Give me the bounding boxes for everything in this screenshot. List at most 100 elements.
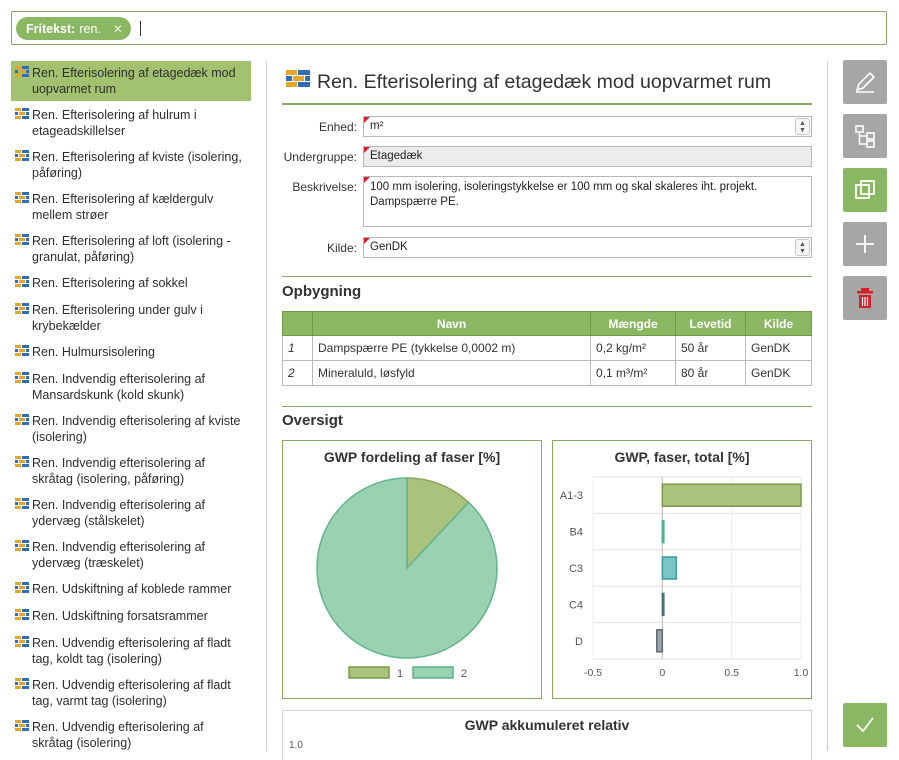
- table-cell: 0,2 kg/m²: [590, 335, 676, 361]
- insulation-icon: [285, 69, 311, 95]
- list-item[interactable]: Ren. Indvendig efterisolering af ydervæg…: [11, 493, 251, 533]
- insulation-icon: [15, 678, 29, 694]
- list-item-label: Ren. Efterisolering af etagedæk mod uopv…: [32, 66, 236, 96]
- delete-button[interactable]: [843, 276, 887, 320]
- accum-y-tick: 1.0: [289, 740, 303, 751]
- plus-icon: [856, 235, 874, 253]
- list-item[interactable]: Ren. Udvendig efterisolering af skråtag …: [11, 715, 251, 755]
- y-tick-label: B4: [570, 527, 583, 539]
- list-item[interactable]: Ren. Efterisolering af loft (isolering -…: [11, 229, 251, 269]
- oversigt-heading: Oversigt: [282, 412, 343, 429]
- filter-chip-label: Fritekst:: [26, 21, 76, 36]
- list-item-label: Ren. Efterisolering af hulrum i etageads…: [32, 108, 197, 138]
- list-item[interactable]: Ren. Udvendig efterisolering af fladt ta…: [11, 631, 251, 671]
- list-item[interactable]: Ren. Efterisolering af sokkel: [11, 271, 251, 296]
- insulation-icon: [15, 66, 29, 82]
- table-header-cell: Navn: [312, 311, 591, 336]
- list-item[interactable]: Ren. Udskiftning af koblede rammer: [11, 577, 251, 602]
- list-item-label: Ren. Efterisolering af kviste (isolering…: [32, 150, 242, 180]
- structure-button[interactable]: [843, 114, 887, 158]
- insulation-icon: [15, 609, 29, 625]
- opbygning-heading: Opbygning: [282, 283, 362, 300]
- list-item[interactable]: Ren. Efterisolering under gulv i krybekæ…: [11, 298, 251, 338]
- list-item-label: Ren. Indvendig efterisolering af kviste …: [32, 414, 241, 444]
- list-item-label: Ren. Efterisolering af kældergulv mellem…: [32, 192, 214, 222]
- copy-button[interactable]: [843, 168, 887, 212]
- table-header-cell: [282, 311, 313, 336]
- insulation-icon: [15, 234, 29, 250]
- table-cell: Dampspærre PE (tykkelse 0,0002 m): [312, 335, 591, 361]
- kilde-select[interactable]: GenDK ▲ ▼: [363, 237, 812, 258]
- add-button[interactable]: [843, 222, 887, 266]
- beskrivelse-value: 100 mm isolering, isoleringstykkelse er …: [370, 181, 758, 208]
- divider-right: [827, 61, 828, 751]
- list-item-label: Ren. Indvendig efterisolering af ydervæg…: [32, 498, 206, 528]
- list-item[interactable]: Ren. Udvendig efterisolering af fladt ta…: [11, 673, 251, 713]
- filter-chip[interactable]: Fritekst: ren. ✕: [16, 17, 131, 40]
- hierarchy-icon: [855, 125, 875, 148]
- list-item[interactable]: Ren. Indvendig efterisolering af skråtag…: [11, 451, 251, 491]
- chip-close-icon[interactable]: ✕: [112, 21, 123, 36]
- table-cell: 2: [282, 360, 313, 386]
- table-cell: GenDK: [745, 360, 812, 386]
- detail-title: Ren. Efterisolering af etagedæk mod uopv…: [317, 70, 772, 93]
- legend-swatch: [348, 666, 390, 679]
- table-row[interactable]: 2 Mineraluld, løsfyld 0,1 m³/m² 80 år GenDK: [282, 360, 812, 386]
- kilde-label: Kilde:: [326, 241, 357, 255]
- opbygning-table: Navn Mængde Levetid Kilde 1 Dampspærre PE (t…: [282, 311, 812, 386]
- insulation-icon: [15, 150, 29, 166]
- beskrivelse-textarea[interactable]: 100 mm isolering, isoleringstykkelse er …: [363, 176, 812, 227]
- undergruppe-value: Etagedæk: [370, 150, 423, 162]
- insulation-icon: [15, 108, 29, 124]
- legend-label: 2: [461, 668, 467, 680]
- table-cell: 1: [282, 335, 313, 361]
- bar-chart-title: GWP, faser, total [%]: [614, 449, 750, 465]
- insulation-icon: [15, 192, 29, 208]
- y-tick-label: D: [575, 636, 583, 648]
- list-item[interactable]: Ren. Indvendig efterisolering af Mansard…: [11, 367, 251, 407]
- pencil-icon: [855, 71, 876, 93]
- kilde-spinner-icon[interactable]: ▲ ▼: [795, 239, 810, 256]
- table-cell: Mineraluld, løsfyld: [312, 360, 591, 386]
- trash-icon: [857, 288, 873, 308]
- x-tick-label: 1.0: [794, 667, 809, 679]
- table-cell: 80 år: [675, 360, 746, 386]
- list-item-label: Ren. Indvendig efterisolering af skråtag…: [32, 456, 206, 486]
- insulation-icon: [15, 414, 29, 430]
- list-item[interactable]: Ren. Efterisolering af kviste (isolering…: [11, 145, 251, 185]
- table-header-cell: Kilde: [745, 311, 812, 336]
- insulation-icon: [15, 582, 29, 598]
- bar-chart: -0.5 0 0.5 1.0 A1-3 B4 C3 C4 D: [560, 476, 809, 679]
- insulation-icon: [15, 636, 29, 652]
- list-item[interactable]: Ren. Indvendig efterisolering af ydervæg…: [11, 535, 251, 575]
- bar-A1-3: [661, 483, 802, 507]
- accum-chart-title: GWP akkumuleret relativ: [464, 717, 630, 733]
- table-cell: GenDK: [745, 335, 812, 361]
- enhed-select[interactable]: m² ▲ ▼: [363, 116, 812, 137]
- x-tick-label: -0.5: [584, 667, 602, 679]
- list-item-label: Ren. Hulmursisolering: [32, 345, 155, 359]
- edit-button[interactable]: [843, 60, 887, 104]
- list-item[interactable]: Ren. Efterisolering af hulrum i etageads…: [11, 103, 251, 143]
- enhed-spinner-icon[interactable]: ▲ ▼: [795, 118, 810, 135]
- list-item[interactable]: Ren. Indvendig efterisolering af kviste …: [11, 409, 251, 449]
- enhed-value: m²: [370, 120, 384, 132]
- undergruppe-label: Undergruppe:: [283, 150, 357, 164]
- list-item[interactable]: Ren. Udskiftning forsatsrammer: [11, 604, 251, 629]
- table-row[interactable]: 1 Dampspærre PE (tykkelse 0,0002 m) 0,2 kg…: [282, 335, 812, 361]
- page-title: Ren. Efterisolering af etagedæk mod uopv…: [282, 61, 812, 105]
- list-item[interactable]: Ren. Hulmursisolering: [11, 340, 251, 365]
- search-bar[interactable]: Fritekst: ren. ✕: [11, 11, 887, 45]
- list-item[interactable]: Ren. Efterisolering af kældergulv mellem…: [11, 187, 251, 227]
- legend-label: 1: [397, 668, 403, 680]
- list-item[interactable]: Ren. Efterisolering af etagedæk mod uopv…: [11, 61, 251, 101]
- table-cell: 0,1 m³/m²: [590, 360, 676, 386]
- insulation-icon: [15, 372, 29, 388]
- confirm-button[interactable]: [843, 703, 887, 747]
- y-tick-label: C3: [569, 563, 583, 575]
- result-list[interactable]: Ren. Efterisolering af etagedæk mod uopv…: [11, 61, 251, 760]
- insulation-icon: [15, 276, 29, 292]
- text-cursor: [140, 21, 141, 36]
